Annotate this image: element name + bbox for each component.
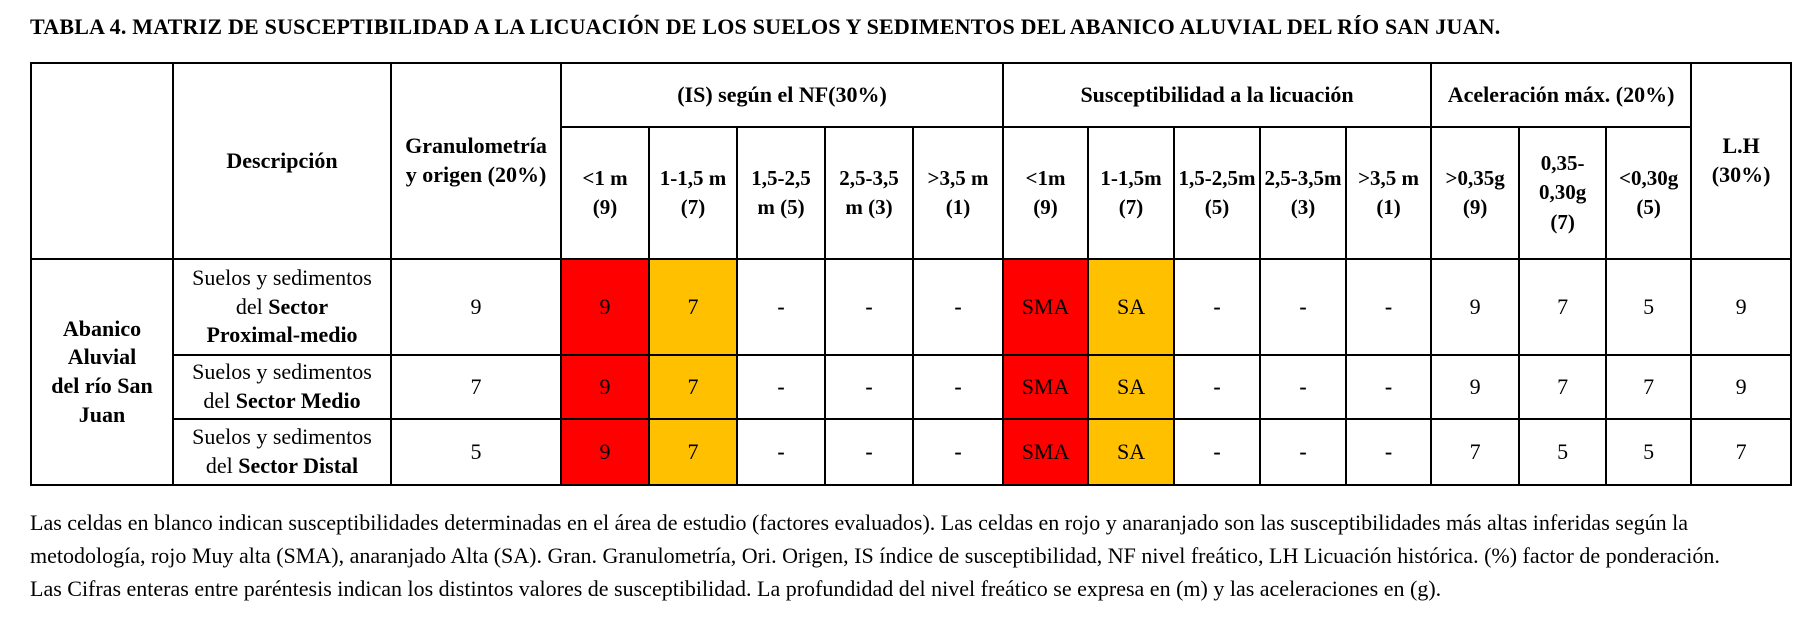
header-group-row: Descripción Granulometría y origen (20%)…: [30, 62, 1793, 260]
cell-sus-dash: -: [1345, 354, 1433, 420]
descripcion-sector: Sector Distal: [238, 453, 359, 478]
cell-is-dash: -: [911, 258, 1005, 356]
cell-is-orange: 7: [648, 354, 738, 420]
subheader-sus-25-35m: 2,5-3,5m (3): [1259, 126, 1348, 260]
cell-is-dash: -: [736, 354, 826, 420]
cell-sus-dash: -: [1173, 258, 1262, 356]
subheader-acel-035-030g: 0,35- 0,30g (7): [1518, 126, 1608, 260]
footnote-line-3: Las Cifras enteras entre paréntesis indi…: [30, 576, 1442, 601]
header-granulometria: Granulometría y origen (20%): [390, 62, 562, 260]
cell-descripcion: Suelos y sedimentos del Sector Proximal‑…: [172, 258, 392, 356]
footnote: Las celdas en blanco indican susceptibil…: [30, 506, 1720, 605]
cell-lh: 9: [1690, 354, 1793, 420]
row-group-abanico: Abanico Aluvial del río San Juan: [30, 258, 174, 486]
cell-acel: 9: [1430, 258, 1521, 356]
cell-sus-sma: SMA: [1002, 354, 1090, 420]
subheader-is-lt1m: <1 m (9): [560, 126, 650, 260]
subheader-acel-lt030g: <0,30g (5): [1605, 126, 1693, 260]
cell-granulometria: 9: [390, 258, 562, 356]
cell-sus-dash: -: [1173, 354, 1262, 420]
cell-acel: 5: [1518, 418, 1608, 486]
cell-descripcion: Suelos y sedimentos del Sector Medio: [172, 354, 392, 420]
cell-lh: 9: [1690, 258, 1793, 356]
cell-granulometria: 5: [390, 418, 562, 486]
subheader-is-1-15m: 1-1,5 m (7): [648, 126, 738, 260]
footnote-line-1: Las celdas en blanco indican susceptibil…: [30, 510, 1688, 535]
header-sub-row: <1 m (9) 1-1,5 m (7) 1,5-2,5 m (5) 2,5-3…: [31, 126, 1791, 260]
cell-is-dash: -: [824, 258, 914, 356]
cell-acel: 7: [1518, 258, 1608, 356]
cell-acel: 5: [1605, 258, 1693, 356]
subheader-sus-gt35m: >3,5 m (1): [1345, 126, 1433, 260]
descripcion-sector: Sector Proximal‑medio: [206, 293, 358, 348]
susceptibility-matrix-table: Descripción Granulometría y origen (20%)…: [30, 62, 1793, 486]
cell-acel: 7: [1430, 418, 1521, 486]
header-descripcion: Descripción: [172, 62, 392, 260]
cell-sus-sa: SA: [1087, 354, 1176, 420]
ghost-corner-cell: [30, 62, 174, 260]
cell-is-red: 9: [560, 354, 650, 420]
cell-granulometria: 7: [390, 354, 562, 420]
header-lh: L.H (30%): [1690, 62, 1793, 260]
cell-sus-dash: -: [1259, 258, 1348, 356]
cell-is-red: 9: [560, 258, 650, 356]
cell-sus-dash: -: [1173, 418, 1262, 486]
group-header-aceleracion: Aceleración máx. (20%): [1430, 62, 1693, 128]
subheader-acel-gt035g: >0,35g (9): [1430, 126, 1521, 260]
cell-acel: 7: [1518, 354, 1608, 420]
cell-acel: 9: [1430, 354, 1521, 420]
cell-is-dash: -: [736, 418, 826, 486]
cell-acel: 7: [1605, 354, 1693, 420]
subheader-is-gt35m: >3,5 m (1): [911, 126, 1005, 260]
cell-is-orange: 7: [648, 418, 738, 486]
cell-sus-dash: -: [1345, 418, 1433, 486]
cell-sus-sa: SA: [1087, 258, 1176, 356]
cell-is-red: 9: [560, 418, 650, 486]
table-row-medio: Suelos y sedimentos del Sector Medio 7 9…: [31, 354, 1793, 420]
cell-is-orange: 7: [648, 258, 738, 356]
cell-sus-dash: -: [1259, 354, 1348, 420]
subheader-sus-15-25m: 1,5-2,5m (5): [1173, 126, 1262, 260]
subheader-sus-lt1m: <1m (9): [1002, 126, 1090, 260]
footnote-line-2: metodología, rojo Muy alta (SMA), anaran…: [30, 543, 1720, 568]
cell-sus-dash: -: [1345, 258, 1433, 356]
cell-sus-dash: -: [1259, 418, 1348, 486]
table-row-distal: Suelos y sedimentos del Sector Distal 5 …: [31, 418, 1793, 486]
group-header-is-nf: (IS) según el NF(30%): [559, 62, 1005, 128]
descripcion-prefix: Suelos y sedimentos del: [192, 265, 372, 319]
cell-lh: 7: [1690, 418, 1793, 486]
descripcion-prefix: Suelos y sedimentos del: [192, 424, 372, 478]
cell-sus-sma: SMA: [1002, 418, 1090, 486]
cell-is-dash: -: [824, 418, 914, 486]
descripcion-prefix: Suelos y sedimentos del: [192, 359, 372, 413]
subheader-sus-1-15m: 1-1,5m (7): [1087, 126, 1176, 260]
subheader-is-15-25m: 1,5-2,5 m (5): [736, 126, 826, 260]
cell-acel: 5: [1605, 418, 1693, 486]
cell-is-dash: -: [824, 354, 914, 420]
cell-sus-sma: SMA: [1002, 258, 1090, 356]
cell-descripcion: Suelos y sedimentos del Sector Distal: [172, 418, 392, 486]
group-header-susceptibilidad: Susceptibilidad a la licuación: [1002, 62, 1433, 128]
cell-is-dash: -: [911, 354, 1005, 420]
table-row-proximal-medio: Abanico Aluvial del río San Juan Suelos …: [30, 258, 1793, 486]
descripcion-sector: Sector Medio: [235, 388, 361, 413]
table-caption: TABLA 4. MATRIZ DE SUSCEPTIBILIDAD A LA …: [30, 14, 1501, 39]
cell-sus-sa: SA: [1087, 418, 1176, 486]
subheader-is-25-35m: 2,5-3,5 m (3): [824, 126, 914, 260]
cell-is-dash: -: [911, 418, 1005, 486]
cell-is-dash: -: [736, 258, 826, 356]
